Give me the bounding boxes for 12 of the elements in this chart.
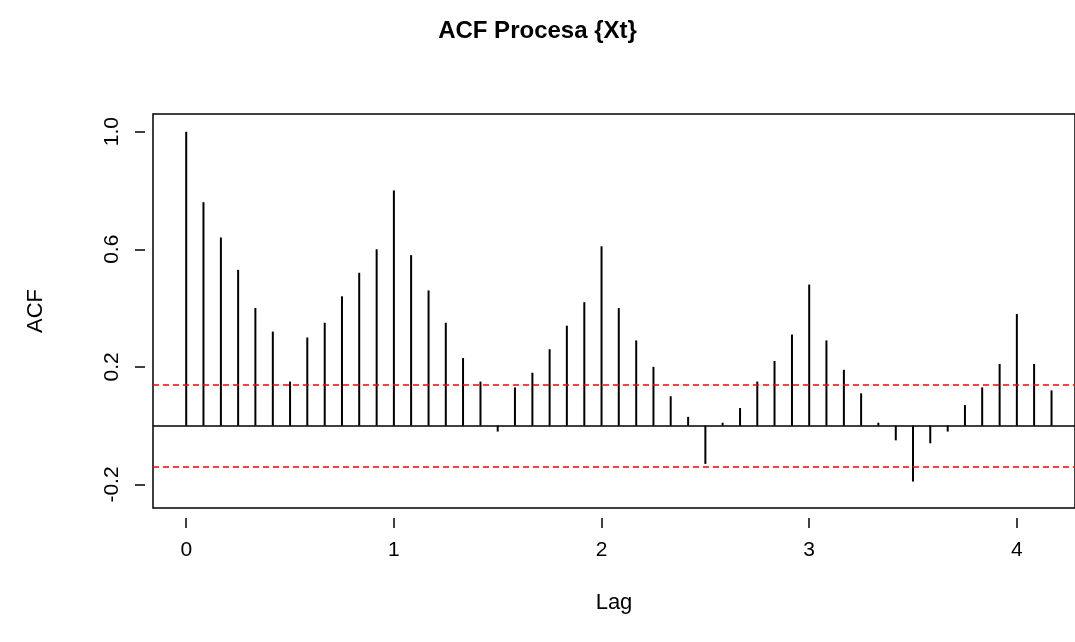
y-tick-label: 0.6 [99,234,122,264]
x-tick-label: 3 [803,537,816,560]
y-tick-label: -0.2 [99,466,122,503]
x-tick-label: 4 [1011,537,1024,560]
y-tick-label: 0.2 [99,352,122,382]
x-tick-label: 1 [388,537,400,560]
x-axis-title: Lag [595,588,633,614]
chart-title: ACF Procesa {Xt} [438,15,637,43]
x-tick-label: 2 [595,537,608,560]
y-axis-title: ACF [21,289,47,333]
y-tick-label: 1.0 [99,117,122,147]
x-tick-label: 0 [180,537,193,560]
